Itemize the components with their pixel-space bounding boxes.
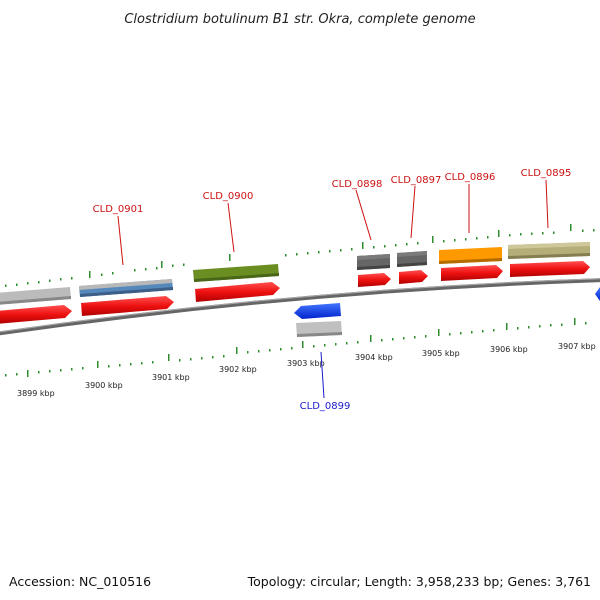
kbp-label: 3907 kbp bbox=[558, 342, 596, 351]
gene-label-cld-0901[interactable]: CLD_0901 bbox=[93, 204, 144, 215]
gene-label-cld-0899[interactable]: CLD_0899 bbox=[300, 401, 351, 412]
cds-arrow[interactable] bbox=[399, 270, 428, 284]
cds-arrows-forward bbox=[0, 261, 590, 324]
backbone-highlight bbox=[0, 278, 600, 333]
kbp-label: 3899 kbp bbox=[17, 389, 55, 398]
inner-tick-ring bbox=[5, 318, 587, 377]
cds-arrow[interactable] bbox=[441, 265, 503, 281]
reverse-strand-genes bbox=[294, 287, 600, 337]
gene-label-cld-0895[interactable]: CLD_0895 bbox=[521, 168, 572, 179]
kbp-label: 3900 kbp bbox=[85, 381, 123, 390]
cds-arrow-reverse[interactable] bbox=[294, 303, 341, 319]
kbp-label: 3904 kbp bbox=[355, 353, 393, 362]
cds-arrow[interactable] bbox=[510, 261, 590, 277]
kbp-label: 3905 kbp bbox=[422, 349, 460, 358]
kbp-label: 3903 kbp bbox=[287, 359, 325, 368]
gene-label-cld-0896[interactable]: CLD_0896 bbox=[445, 172, 496, 183]
map-title: Clostridium botulinum B1 str. Okra, comp… bbox=[124, 12, 475, 27]
kbp-label: 3906 kbp bbox=[490, 345, 528, 354]
cds-arrow[interactable] bbox=[195, 282, 280, 302]
genome-summary-text: Topology: circular; Length: 3,958,233 bp… bbox=[247, 574, 591, 589]
gene-features bbox=[0, 242, 590, 305]
accession-text: Accession: NC_010516 bbox=[9, 574, 151, 589]
cds-arrow-reverse-edge[interactable] bbox=[595, 287, 600, 301]
gene-label-cld-0898[interactable]: CLD_0898 bbox=[332, 179, 383, 190]
gene-label-cld-0900[interactable]: CLD_0900 bbox=[203, 191, 254, 202]
kbp-label: 3902 kbp bbox=[219, 365, 257, 374]
cds-arrow[interactable] bbox=[0, 305, 72, 324]
kbp-label: 3901 kbp bbox=[152, 373, 190, 382]
cds-arrow[interactable] bbox=[358, 273, 391, 287]
cds-arrow[interactable] bbox=[81, 296, 174, 316]
gene-labels: CLD_0901 CLD_0900 CLD_0898 CLD_0897 CLD_… bbox=[93, 168, 572, 412]
outer-tick-ring bbox=[5, 224, 595, 287]
leader-lines bbox=[117, 179, 549, 399]
gene-label-cld-0897[interactable]: CLD_0897 bbox=[391, 175, 442, 186]
kbp-labels: 3899 kbp 3900 kbp 3901 kbp 3902 kbp 3903… bbox=[17, 342, 596, 398]
backbone-arc bbox=[0, 278, 600, 336]
